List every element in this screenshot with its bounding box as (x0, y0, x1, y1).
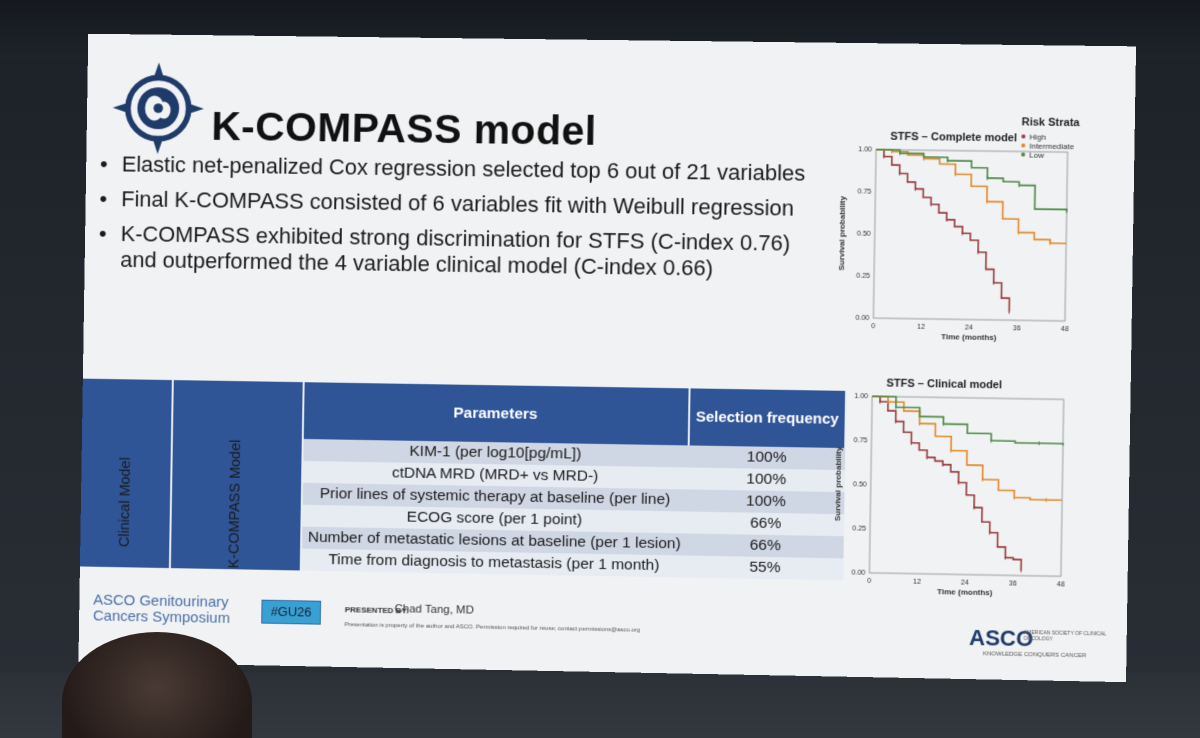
bullet-marker: • (99, 186, 108, 211)
x-tick-label: 36 (1013, 325, 1021, 332)
x-tick-label: 24 (961, 580, 969, 587)
header-blank-cell (172, 380, 304, 439)
disclaimer-text: Presentation is property of the author a… (344, 622, 640, 634)
group-clinical-model: Clinical Model (79, 435, 173, 569)
hashtag-badge: #GU26 (261, 599, 322, 625)
legend-swatch (1021, 152, 1026, 157)
bullet-item: • Elastic net-penalized Cox regression s… (92, 151, 810, 187)
y-tick-label: 1.00 (854, 393, 868, 400)
parameters-table: Parameters Selection frequency Clinical … (79, 378, 847, 581)
x-axis-label: Time (months) (937, 587, 993, 597)
y-axis-label: Survival probability (833, 446, 843, 521)
y-tick-label: 0.75 (858, 188, 872, 195)
asco-logo-subtext: AMERICAN SOCIETY OF CLINICAL ONCOLOGY (1023, 629, 1107, 643)
x-tick-label: 12 (917, 324, 925, 331)
asco-tagline: KNOWLEDGE CONQUERS CANCER (982, 651, 1087, 660)
y-tick-label: 1.00 (858, 146, 872, 153)
bullet-text: Elastic net-penalized Cox regression sel… (121, 151, 806, 186)
chart-title: STFS – Complete model (890, 131, 1017, 145)
bullet-text: Final K-COMPASS consisted of 6 variables… (121, 186, 795, 221)
bullet-list: • Elastic net-penalized Cox regression s… (90, 151, 809, 292)
legend-swatch (1021, 143, 1026, 148)
slide-title: K-COMPASS model (211, 102, 598, 154)
x-tick-label: 36 (1009, 580, 1017, 587)
legend-item: Intermediate (1029, 142, 1075, 152)
y-tick-label: 0.50 (853, 481, 867, 488)
y-tick-label: 0.00 (852, 570, 866, 577)
km-curve-high (869, 396, 1023, 570)
x-axis-label: Time (months) (941, 332, 997, 342)
legend-item: Low (1029, 151, 1044, 160)
y-tick-label: 0.00 (856, 315, 870, 322)
y-tick-label: 0.25 (856, 273, 870, 280)
x-tick-label: 48 (1061, 326, 1069, 333)
x-tick-label: 24 (965, 324, 973, 331)
bullet-item: • Final K-COMPASS consisted of 6 variabl… (91, 186, 809, 222)
bullet-item: • K-COMPASS exhibited strong discriminat… (90, 221, 808, 283)
header-parameters: Parameters (302, 382, 690, 446)
presentation-slide: K-COMPASS model • Elastic net-penalized … (78, 33, 1137, 683)
bullet-marker: • (98, 220, 107, 246)
x-tick-label: 0 (867, 578, 871, 585)
y-tick-label: 0.50 (857, 231, 871, 238)
legend-item: High (1029, 133, 1046, 142)
y-tick-label: 0.25 (852, 525, 866, 532)
presenter-name: Chad Tang, MD (394, 603, 475, 617)
asco-gu-line2: Cancers Symposium (92, 607, 231, 627)
group-kcompass-label: K-COMPASS Model (226, 438, 245, 569)
header-blank-cell (81, 378, 174, 437)
x-tick-label: 48 (1057, 581, 1065, 588)
x-tick-label: 0 (871, 323, 875, 330)
group-clinical-label: Clinical Model (116, 456, 134, 547)
bullet-marker: • (99, 151, 108, 177)
km-chart-complete: STFS – Complete model 0.00 0.25 0.50 0.75 1.0… (837, 116, 1081, 342)
audience-head (62, 632, 252, 738)
legend-swatch (1021, 134, 1026, 139)
asco-gu-logo: ASCO Genitourinary Cancers Symposium (92, 592, 231, 627)
y-axis-label: Survival probability (837, 196, 847, 271)
bullet-text: K-COMPASS exhibited strong discriminatio… (120, 221, 791, 281)
x-tick-label: 12 (913, 579, 921, 586)
group-kcompass-model: K-COMPASS Model (170, 436, 303, 571)
compass-logo-icon (113, 62, 205, 155)
km-chart-clinical: STFS – Clinical model 0.00 0.25 0.50 0.75 1.0… (833, 377, 1123, 597)
y-tick-label: 0.75 (854, 437, 868, 444)
legend-title: Risk Strata (1022, 116, 1081, 129)
km-curve-high (874, 150, 1012, 312)
chart-title: STFS – Clinical model (886, 377, 1002, 391)
